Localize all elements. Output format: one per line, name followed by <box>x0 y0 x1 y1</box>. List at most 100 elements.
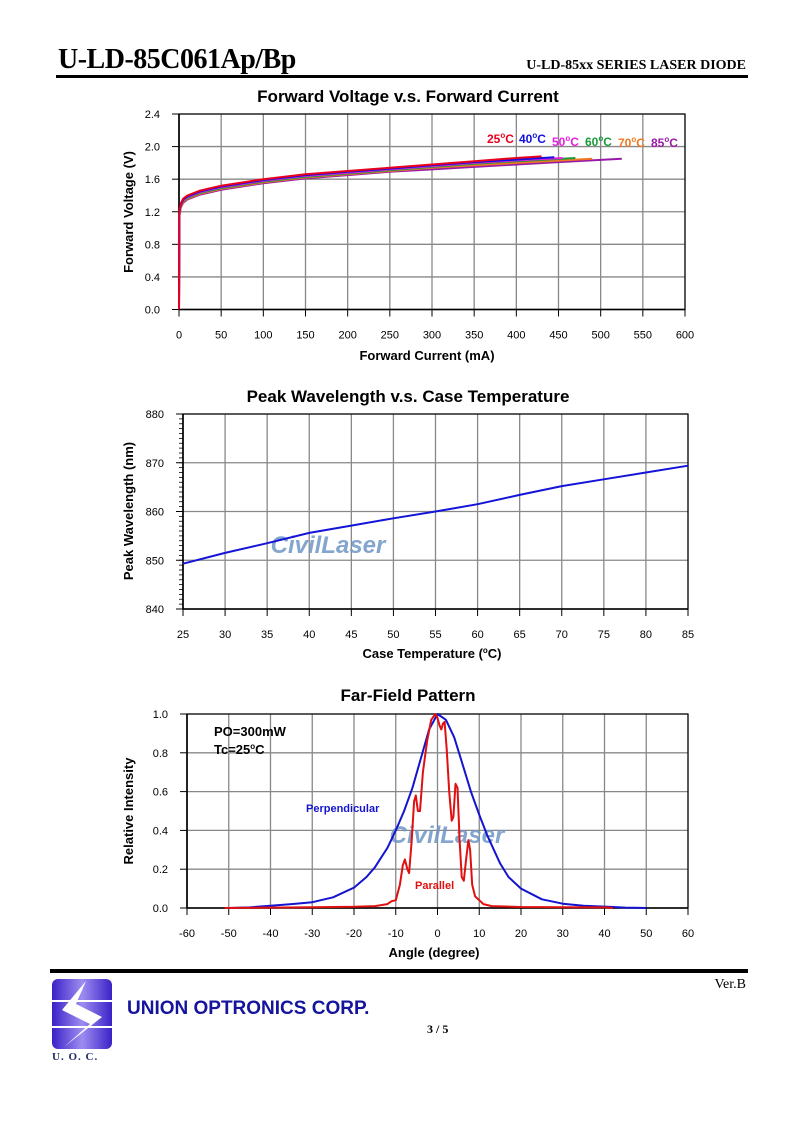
x-tick-label: 350 <box>465 330 483 342</box>
forward-voltage-chart: Forward Voltage v.s. Forward Current 0 50… <box>121 87 694 363</box>
y-tick-label: 1.0 <box>153 709 168 721</box>
x-tick-label: 300 <box>423 330 441 342</box>
watermark-text: CivilLaser <box>271 532 387 559</box>
y-tick-label: 1.2 <box>145 207 160 219</box>
x-tick-label: 150 <box>296 330 314 342</box>
y-axis-label: Peak Wavelength (nm) <box>121 442 136 580</box>
x-tick-label: 40 <box>598 928 610 940</box>
peak-wavelength-chart: Peak Wavelength v.s. Case Temperature 25… <box>121 387 694 661</box>
x-tick-label: -20 <box>346 928 362 940</box>
y-tick-label: 0.0 <box>145 305 160 317</box>
temperature-annotation: Tc=25oC <box>214 742 265 757</box>
document-title: U-LD-85C061Ap/Bp <box>58 44 296 75</box>
x-tick-label: 50 <box>215 330 227 342</box>
uoc-logo <box>52 979 112 1049</box>
perpendicular-label: Perpendicular <box>306 803 380 815</box>
y-tick-label: 1.6 <box>145 174 160 186</box>
y-tick-label: 0.2 <box>153 864 168 876</box>
x-tick-label: 10 <box>473 928 485 940</box>
x-tick-label: 250 <box>381 330 399 342</box>
series-line-25c <box>178 155 542 310</box>
far-field-chart: Far-Field Pattern -60 -50 -40 -30 -20 -10 0 10 2… <box>121 686 694 960</box>
logo-stripe <box>52 1026 112 1028</box>
x-tick-label: 30 <box>219 629 231 641</box>
y-tick-label: 870 <box>146 458 164 470</box>
x-tick-label: 60 <box>682 928 694 940</box>
chart-title: Forward Voltage v.s. Forward Current <box>257 87 559 106</box>
watermark-text: CivilLaser <box>390 822 506 849</box>
series-line-40c <box>178 156 555 310</box>
y-tick-label: 860 <box>146 507 164 519</box>
legend-entry: 40oC <box>519 131 546 146</box>
x-axis-label: Angle (degree) <box>388 945 479 960</box>
x-tick-label: -30 <box>304 928 320 940</box>
x-tick-label: 35 <box>261 629 273 641</box>
footer-rule <box>50 969 748 973</box>
parallel-label: Parallel <box>415 880 454 892</box>
x-tick-label: 0 <box>176 330 182 342</box>
x-tick-label: 400 <box>507 330 525 342</box>
series-line-perpendicular <box>228 713 647 909</box>
x-tick-label: 55 <box>429 629 441 641</box>
header-rule <box>56 75 748 78</box>
chart-title: Peak Wavelength v.s. Case Temperature <box>247 387 570 406</box>
x-tick-label: 60 <box>471 629 483 641</box>
power-annotation: PO=300mW <box>214 724 287 739</box>
legend-entry: 25oC <box>487 131 514 146</box>
version-label: Ver.B <box>714 977 747 992</box>
x-axis-label: Case Temperature (oC) <box>362 646 501 661</box>
x-tick-label: 600 <box>676 330 694 342</box>
y-tick-label: 0.6 <box>153 787 168 799</box>
series-line-peakwavelength <box>182 464 689 565</box>
y-tick-label: 850 <box>146 555 164 567</box>
legend-entry: 50oC <box>552 134 579 149</box>
x-tick-label: 500 <box>591 330 609 342</box>
x-axis-label: Forward Current (mA) <box>359 348 494 363</box>
series-line-parallel <box>224 713 613 909</box>
x-tick-label: 30 <box>557 928 569 940</box>
y-axis-label: Relative Intensity <box>121 757 136 865</box>
x-tick-label: -40 <box>263 928 279 940</box>
x-tick-label: 50 <box>387 629 399 641</box>
y-tick-label: 880 <box>146 409 164 421</box>
y-tick-label: 0.4 <box>153 825 168 837</box>
x-tick-label: 200 <box>338 330 356 342</box>
x-tick-label: -60 <box>179 928 195 940</box>
x-tick-label: 450 <box>549 330 567 342</box>
x-tick-label: -50 <box>221 928 237 940</box>
series-line-50c <box>178 157 563 310</box>
legend-entry: 85oC <box>651 135 678 150</box>
y-tick-label: 2.4 <box>145 109 160 121</box>
logo-stripe <box>52 1000 112 1002</box>
legend-entry: 60oC <box>585 134 612 149</box>
x-tick-label: 25 <box>177 629 189 641</box>
legend-entry: 70oC <box>618 135 645 150</box>
y-tick-label: 2.0 <box>145 142 160 154</box>
x-tick-label: 0 <box>434 928 440 940</box>
logo-caption: U. O. C. <box>52 1051 99 1063</box>
x-tick-label: 20 <box>515 928 527 940</box>
y-axis-label: Forward Voltage (V) <box>121 151 136 273</box>
series-line-70c <box>178 157 593 310</box>
x-tick-label: 50 <box>640 928 652 940</box>
x-tick-label: 65 <box>514 629 526 641</box>
company-name: UNION OPTRONICS CORP. <box>127 998 370 1019</box>
x-tick-label: 75 <box>598 629 610 641</box>
x-tick-label: 100 <box>254 330 272 342</box>
y-tick-label: 0.0 <box>153 903 168 915</box>
y-tick-label: 840 <box>146 604 164 616</box>
y-tick-label: 0.4 <box>145 272 160 284</box>
y-tick-label: 0.8 <box>145 239 160 251</box>
page-number: 3 / 5 <box>427 1022 449 1036</box>
y-tick-label: 0.8 <box>153 748 168 760</box>
x-tick-label: 45 <box>345 629 357 641</box>
x-tick-label: -10 <box>388 928 404 940</box>
chart-title: Far-Field Pattern <box>340 686 475 705</box>
x-tick-label: 80 <box>640 629 652 641</box>
x-tick-label: 85 <box>682 629 694 641</box>
x-tick-label: 550 <box>634 330 652 342</box>
series-subtitle: U-LD-85xx SERIES LASER DIODE <box>526 58 746 73</box>
x-tick-label: 70 <box>556 629 568 641</box>
lightning-bolt-icon <box>62 981 102 1047</box>
